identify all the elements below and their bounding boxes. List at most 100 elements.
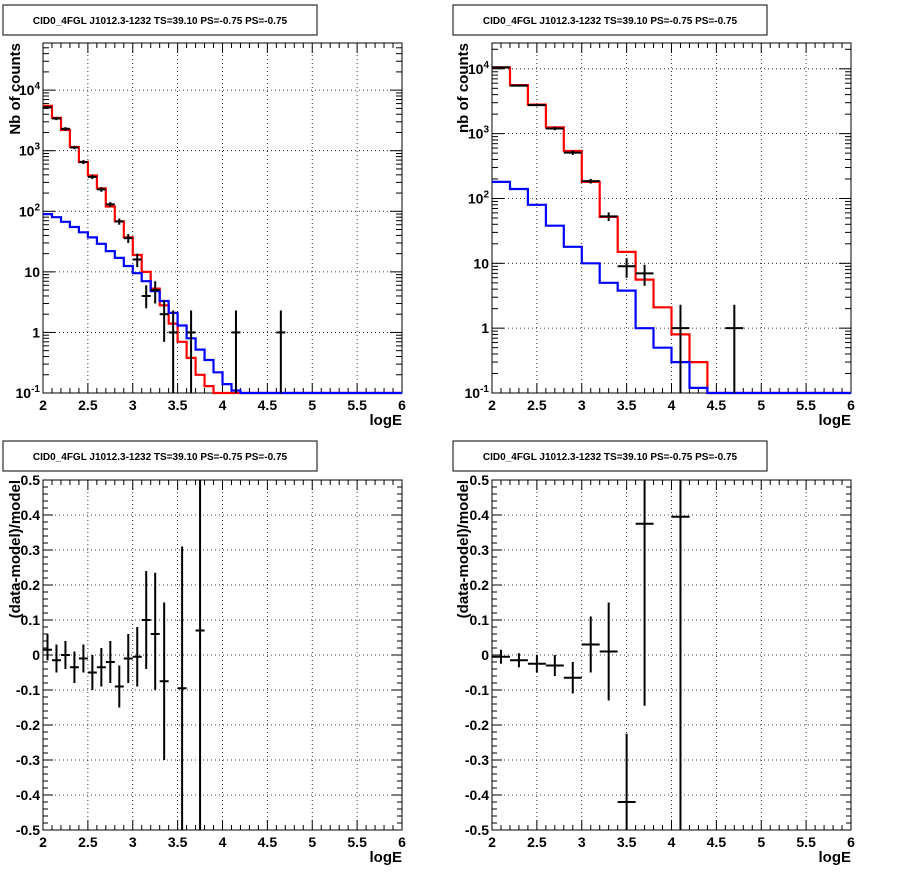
y-tick-label: -0.4 xyxy=(465,787,489,803)
y-tick-label: 104 xyxy=(468,60,490,77)
y-tick-label: 0.5 xyxy=(21,472,41,488)
title-box xyxy=(2,4,318,36)
data-point xyxy=(150,572,160,690)
chart-title: CID0_4FGL J1012.3-1232 TS=39.10 PS=-0.75… xyxy=(33,452,288,463)
data-point xyxy=(617,258,636,278)
x-tick-label: 4 xyxy=(668,834,676,850)
y-tick-label: -0.4 xyxy=(16,787,40,803)
x-tick-label: 5 xyxy=(757,397,765,413)
x-tick-label: 6 xyxy=(847,397,855,413)
data-point xyxy=(509,653,528,668)
data-point xyxy=(132,253,142,268)
data-point xyxy=(87,655,97,690)
data-point xyxy=(545,655,564,676)
y-tick-label: 0.1 xyxy=(470,612,490,628)
data-point xyxy=(492,649,510,664)
x-axis-title: logE xyxy=(819,849,852,866)
x-tick-label: 5 xyxy=(757,834,765,850)
data-point xyxy=(60,127,70,131)
chart-title: CID0_4FGL J1012.3-1232 TS=39.10 PS=-0.75… xyxy=(33,16,288,27)
panel3-group: CID0_4FGL J1012.3-1232 TS=39.10 PS=-0.75… xyxy=(2,440,406,866)
x-tick-label: 4 xyxy=(219,397,227,413)
data-point xyxy=(168,310,178,393)
data-point xyxy=(114,665,124,708)
data-point xyxy=(671,304,690,393)
data-point xyxy=(69,145,79,150)
y-tick-label: 103 xyxy=(19,142,41,159)
panel2-group: CID0_4FGL J1012.3-1232 TS=39.10 PS=-0.75… xyxy=(452,4,855,429)
title-box xyxy=(452,4,768,36)
chart-title: CID0_4FGL J1012.3-1232 TS=39.10 PS=-0.75… xyxy=(483,452,738,463)
data-point xyxy=(635,480,654,706)
histogram-series-1 xyxy=(492,180,851,395)
x-tick-label: 3 xyxy=(129,834,137,850)
data-point xyxy=(159,300,169,342)
data-point xyxy=(96,187,106,192)
data-point xyxy=(105,202,115,207)
y-tick-label: 10 xyxy=(24,264,40,280)
y-tick-label: -0.5 xyxy=(465,822,489,838)
data-point xyxy=(725,304,744,393)
x-tick-label: 2.5 xyxy=(78,397,98,413)
data-point xyxy=(60,641,70,669)
data-point xyxy=(43,105,52,109)
y-tick-label: 0 xyxy=(32,647,40,663)
y-axis-title: (data-model)/model xyxy=(455,480,472,618)
data-point xyxy=(177,546,187,830)
data-point xyxy=(581,178,600,184)
data-point xyxy=(599,212,618,221)
x-tick-label: 2 xyxy=(488,397,496,413)
y-tick-label: 1 xyxy=(32,324,40,340)
data-point xyxy=(78,160,88,165)
data-point xyxy=(231,310,241,393)
x-tick-label: 4.5 xyxy=(707,397,727,413)
x-tick-label: 3.5 xyxy=(617,397,637,413)
data-point xyxy=(563,150,582,155)
x-tick-label: 2 xyxy=(39,397,47,413)
data-point xyxy=(43,634,52,661)
x-tick-label: 2 xyxy=(39,834,47,850)
data-point xyxy=(87,174,97,180)
histogram-series-1 xyxy=(43,213,402,395)
x-tick-label: 2 xyxy=(488,834,496,850)
data-point xyxy=(276,310,286,393)
data-point xyxy=(527,655,546,673)
data-point xyxy=(617,733,636,830)
x-tick-label: 5.5 xyxy=(347,834,367,850)
data-point xyxy=(527,104,546,107)
x-tick-label: 2.5 xyxy=(527,834,547,850)
data-point xyxy=(195,480,205,830)
y-tick-label: 102 xyxy=(19,202,41,219)
x-tick-label: 5 xyxy=(308,834,316,850)
x-tick-label: 4.5 xyxy=(258,834,278,850)
x-tick-label: 4 xyxy=(219,834,227,850)
x-tick-label: 3 xyxy=(578,834,586,850)
data-point xyxy=(132,627,142,687)
y-axis-title: (data-model)/model xyxy=(7,480,24,618)
title-box xyxy=(452,440,768,472)
y-tick-label: 102 xyxy=(468,189,490,206)
y-axis-title: nb of counts xyxy=(455,43,472,133)
x-axis-title: logE xyxy=(819,412,852,429)
data-point xyxy=(51,644,61,673)
y-tick-label: 10-1 xyxy=(465,384,490,401)
title-box xyxy=(2,440,318,472)
histogram-series-0 xyxy=(492,66,851,395)
y-tick-label: 0.2 xyxy=(21,577,41,593)
y-tick-label: 10-1 xyxy=(16,384,41,401)
y-tick-label: 0.3 xyxy=(470,542,490,558)
data-point xyxy=(599,602,618,701)
data-point xyxy=(78,644,88,673)
data-point xyxy=(141,285,151,309)
y-tick-label: -0.2 xyxy=(16,717,40,733)
data-point xyxy=(159,602,169,760)
x-axis-title: logE xyxy=(370,849,403,866)
data-point xyxy=(105,641,115,683)
y-tick-label: 0.4 xyxy=(21,507,41,523)
data-point xyxy=(141,571,151,669)
y-tick-label: 0.4 xyxy=(470,507,490,523)
data-point xyxy=(150,281,160,304)
x-tick-label: 5.5 xyxy=(796,397,816,413)
data-point xyxy=(581,616,600,673)
